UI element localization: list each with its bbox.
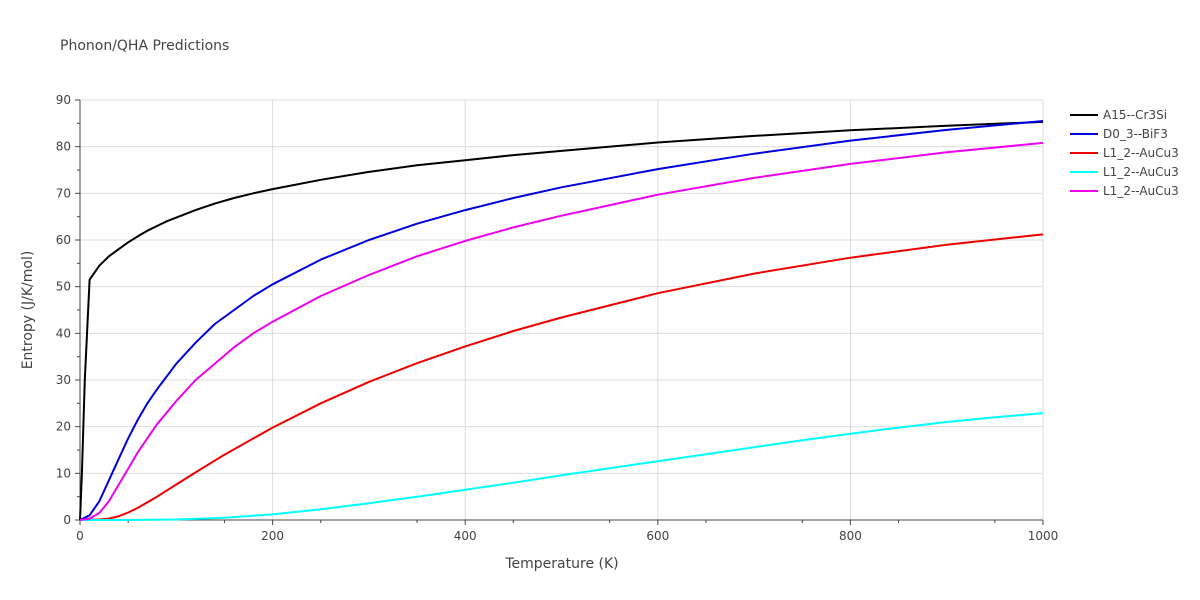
y-tick-label: 80	[56, 140, 71, 154]
legend-item-2[interactable]: D0_3--BiF3	[1070, 127, 1168, 141]
legend-label: L1_2--AuCu3	[1103, 184, 1179, 198]
series-line-5[interactable]	[79, 141, 1044, 521]
series-line-2[interactable]	[79, 120, 1044, 521]
x-tick-label: 0	[76, 529, 84, 543]
y-tick-label: 40	[56, 326, 71, 340]
y-tick-label: 20	[56, 420, 71, 434]
legend-label: A15--Cr3Si	[1103, 108, 1167, 122]
series-layer	[79, 120, 1044, 521]
y-tick-label: 30	[56, 373, 71, 387]
series-line-3[interactable]	[79, 233, 1044, 521]
x-tick-label: 200	[261, 529, 284, 543]
x-tick-label: 400	[454, 529, 477, 543]
y-tick-label: 70	[56, 186, 71, 200]
y-axis-label: Entropy (J/K/mol)	[20, 251, 36, 370]
y-tick-label: 0	[63, 513, 71, 527]
series-line-4[interactable]	[80, 412, 1044, 521]
y-tick-label: 90	[56, 93, 71, 107]
legend-item-1[interactable]: A15--Cr3Si	[1070, 108, 1167, 122]
grid-layer	[80, 99, 1044, 520]
y-tick-label: 60	[56, 233, 71, 247]
legend-label: D0_3--BiF3	[1103, 127, 1168, 141]
chart-title: Phonon/QHA Predictions	[60, 38, 229, 54]
legend-item-4[interactable]: L1_2--AuCu3	[1070, 165, 1179, 179]
x-tick-label: 1000	[1028, 529, 1059, 543]
legend-item-3[interactable]: L1_2--AuCu3	[1070, 146, 1179, 160]
legend-item-5[interactable]: L1_2--AuCu3	[1070, 184, 1179, 198]
axes-layer: 0 10 20 30 40 50 60 70 80 90 0 200 400 600 800 1000	[56, 93, 1059, 543]
y-tick-label: 50	[56, 280, 71, 294]
y-tick-label: 10	[56, 466, 71, 480]
x-axis-label: Temperature (K)	[504, 556, 618, 572]
x-tick-label: 800	[839, 529, 862, 543]
series-line-1[interactable]	[79, 120, 1044, 521]
legend[interactable]: A15--Cr3Si D0_3--BiF3 L1_2--AuCu3 L1_2--AuC…	[1070, 108, 1179, 198]
x-tick-label: 600	[646, 529, 669, 543]
legend-label: L1_2--AuCu3	[1103, 165, 1179, 179]
legend-label: L1_2--AuCu3	[1103, 146, 1179, 160]
